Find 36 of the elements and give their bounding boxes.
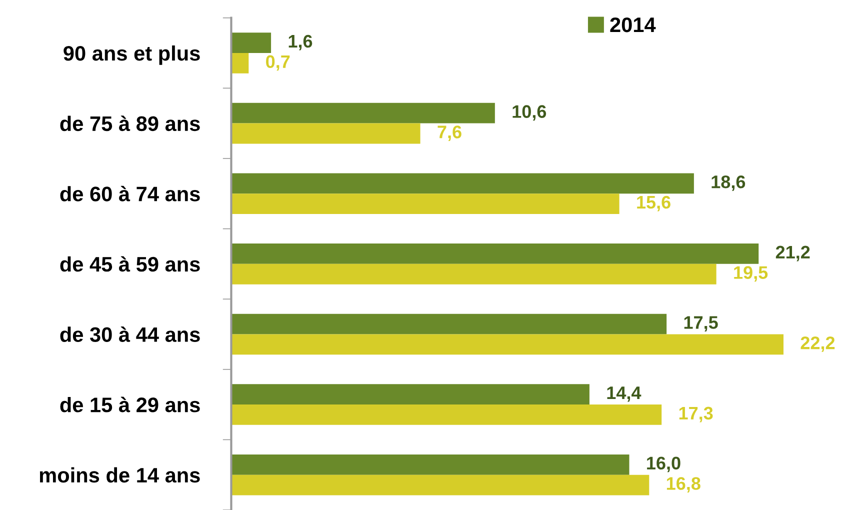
bar [231,53,249,74]
data-label: 7,6 [438,126,462,141]
data-label: 1,6 [288,34,312,50]
legend-label: 2014 [610,17,656,32]
bar [231,194,620,214]
data-label: 22,2 [800,336,835,352]
y-tick-label: 90 ans et plus [64,45,200,65]
bar [231,384,590,405]
y-tick-label: de 75 à 89 ans [60,116,200,132]
bar [231,102,495,124]
data-label: 17,5 [684,316,718,332]
data-label: 16,0 [647,456,680,472]
bar [231,123,420,144]
bar [231,474,650,496]
data-label: 21,2 [776,246,810,262]
y-tick-label: de 45 à 59 ans [60,256,200,272]
y-tick-label: de 60 à 74 ans [60,186,200,202]
bar [231,244,759,264]
data-label: 15,6 [637,196,670,212]
data-label: 18,6 [712,175,746,191]
y-tick-label: de 30 à 44 ans [60,326,200,342]
data-label: 17,3 [679,406,713,422]
y-tick-label: de 15 à 29 ans [60,396,200,412]
data-label: 14,4 [607,386,642,402]
data-label: 16,8 [666,477,700,493]
bar [231,32,272,54]
y-tick-label: moins de 14 ans [40,467,200,483]
bar [231,314,667,334]
data-label: 10,6 [512,105,546,121]
bar [231,454,630,475]
bar [231,264,716,284]
bar [231,173,694,194]
data-label: 19,5 [734,266,768,282]
bar [231,334,784,355]
data-label: 0,7 [266,55,290,71]
bar [231,404,662,425]
